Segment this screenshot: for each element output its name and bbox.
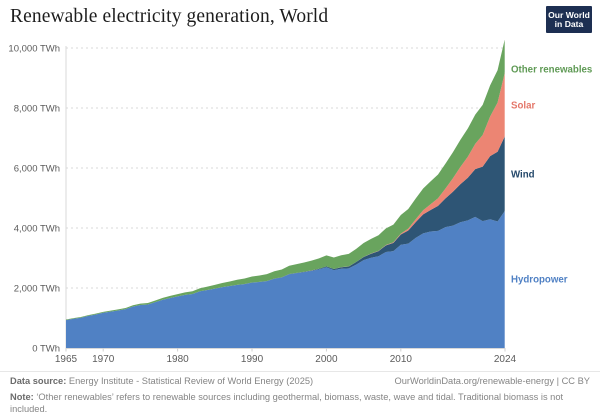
x-axis-tick-label: 1980 bbox=[166, 354, 189, 365]
x-axis-tick-label: 2000 bbox=[315, 354, 338, 365]
series-label-other-renewables[interactable]: Other renewables bbox=[511, 64, 592, 75]
footer-top-row: Data source: Energy Institute - Statisti… bbox=[10, 376, 590, 389]
chart-footer: Data source: Energy Institute - Statisti… bbox=[0, 371, 600, 415]
x-axis-tick-label: 2010 bbox=[390, 354, 413, 365]
owid-logo-line2: in Data bbox=[554, 18, 584, 29]
series-label-hydropower[interactable]: Hydropower bbox=[511, 274, 568, 285]
y-axis-tick-label: 2,000 TWh bbox=[14, 283, 60, 294]
data-source-label: Data source: bbox=[10, 376, 67, 386]
y-axis-tick-label: 0 TWh bbox=[32, 343, 60, 354]
owid-logo[interactable]: Our World in Data bbox=[546, 6, 592, 33]
owid-logo-line1: Our World bbox=[548, 9, 590, 20]
chart-header: Renewable electricity generation, World … bbox=[0, 0, 600, 40]
y-axis-tick-label: 10,000 TWh bbox=[8, 43, 60, 54]
chart-note: Note: ‘Other renewables’ refers to renew… bbox=[10, 392, 590, 416]
series-label-solar[interactable]: Solar bbox=[511, 100, 535, 111]
stacked-area-chart[interactable]: 0 TWh 2,000 TWh 4,000 TWh 6,000 TWh 8,000 TW… bbox=[0, 40, 600, 370]
page-title: Renewable electricity generation, World bbox=[10, 6, 329, 27]
x-axis-tick-label: 1965 bbox=[55, 354, 78, 365]
plot-area: 0 TWh 2,000 TWh 4,000 TWh 6,000 TWh 8,000 TW… bbox=[0, 40, 600, 370]
chart-note-value: ‘Other renewables’ refers to renewable s… bbox=[10, 392, 564, 414]
data-source: Data source: Energy Institute - Statisti… bbox=[10, 376, 313, 386]
area-series-hydropower[interactable] bbox=[66, 210, 505, 348]
chart-note-label: Note: bbox=[10, 392, 34, 402]
series-label-wind[interactable]: Wind bbox=[511, 169, 535, 180]
x-axis-tick-label: 1990 bbox=[241, 354, 264, 365]
source-url-link[interactable]: OurWorldinData.org/renewable-energy | CC… bbox=[394, 376, 591, 386]
y-axis-tick-label: 6,000 TWh bbox=[14, 163, 60, 174]
x-axis-tick-label: 2024 bbox=[494, 354, 517, 365]
y-axis-tick-label: 4,000 TWh bbox=[14, 223, 60, 234]
data-source-value: Energy Institute - Statistical Review of… bbox=[66, 376, 314, 386]
y-axis-tick-label: 8,000 TWh bbox=[14, 103, 60, 114]
area-series-wind[interactable] bbox=[66, 135, 505, 321]
x-axis-tick-label: 1970 bbox=[92, 354, 115, 365]
